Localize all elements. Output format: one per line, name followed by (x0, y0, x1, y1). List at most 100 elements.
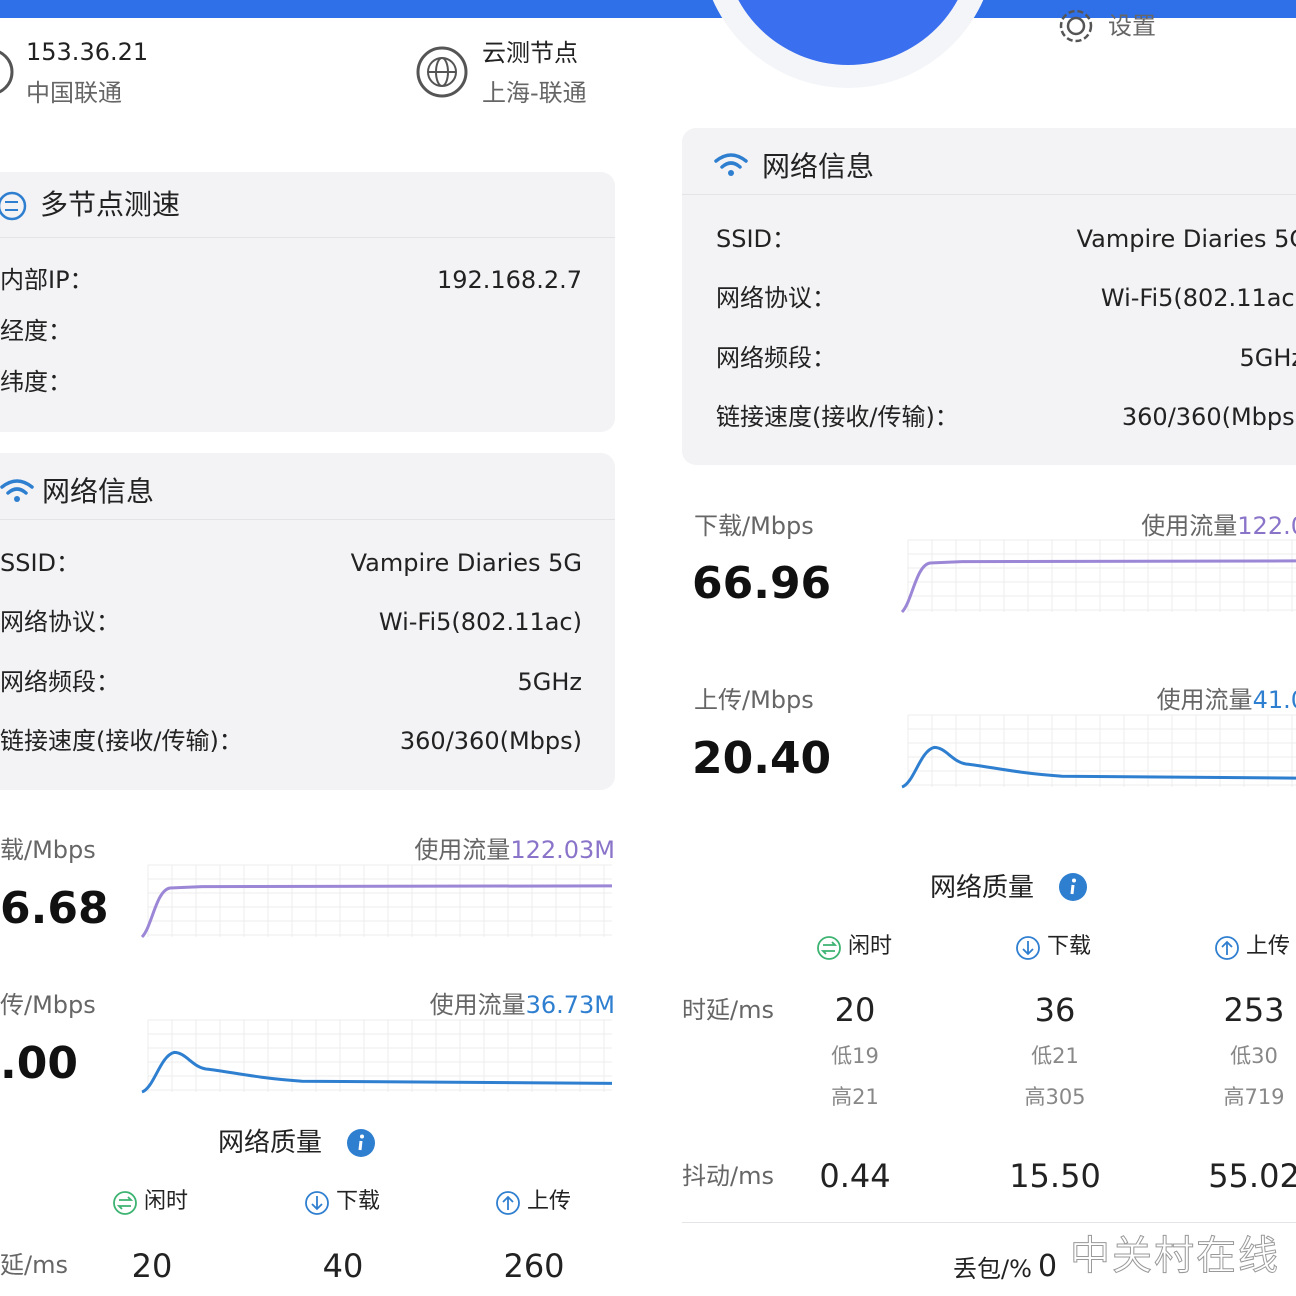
watermark: 中关村在线 (1070, 1233, 1280, 1279)
icon-arrows (116, 1196, 134, 1210)
latency-high: 高719 (1223, 1085, 1285, 1109)
row-value: 360/360(Mbps) (399, 727, 582, 755)
multi-node-card (0, 172, 615, 432)
location-icon (0, 50, 14, 94)
latency-low: 低30 (1230, 1044, 1278, 1068)
card-title: 网络信息 (42, 475, 155, 508)
jitter-value: 55.02 (1208, 1157, 1296, 1195)
upload-speed: .00 (0, 1038, 78, 1089)
icon-ring (1016, 936, 1040, 960)
wifi-icon (714, 153, 748, 176)
info-icon[interactable] (1058, 872, 1088, 902)
latency-value: 20 (834, 991, 876, 1029)
row-label: SSID： (0, 549, 81, 577)
row-label: SSID： (716, 225, 797, 253)
icon-ring (305, 1191, 329, 1215)
node-location: 上海-联通 (482, 79, 587, 107)
wifi-icon (0, 479, 34, 502)
column-title: 上传 (527, 1189, 572, 1214)
row-label: 网络协议： (716, 284, 836, 312)
quality-title: 网络质量 (930, 873, 1035, 903)
jitter-value: 0.44 (819, 1157, 891, 1195)
row-label: 网络协议： (0, 608, 120, 636)
usage-label: 使用流量 (414, 836, 511, 864)
upload-icon (496, 1191, 520, 1215)
icon-arrows (820, 941, 838, 955)
latency-value: 253 (1223, 991, 1285, 1029)
top-bar (0, 0, 648, 18)
graph-line (140, 884, 613, 939)
network-card (0, 453, 615, 790)
download-usage: 使用流量122.03M (414, 838, 615, 862)
usage-value: 41.0 (1252, 686, 1296, 714)
icon-ring (496, 1191, 520, 1215)
row-value: 5GHz (517, 668, 582, 696)
upload-graph (901, 714, 1296, 789)
jitter-label: 抖动/ms (682, 1162, 774, 1190)
latency-high: 高305 (1024, 1085, 1086, 1109)
latency-value: 36 (1034, 991, 1076, 1029)
download-label: 下载/Mbps (694, 512, 814, 540)
column-title: 下载 (336, 1189, 381, 1214)
quality-title: 网络质量 (218, 1128, 323, 1158)
card-title: 网络信息 (762, 150, 875, 183)
gear-icon[interactable] (1058, 8, 1094, 44)
download-speed: 66.96 (692, 558, 832, 609)
row-value: Vampire Diaries 5G (350, 549, 582, 577)
row-label: 网络频段： (0, 668, 120, 696)
row-label: 网络频段： (716, 344, 836, 372)
separator (682, 1222, 1296, 1223)
upload-usage: 使用流量41.0 (1157, 688, 1296, 712)
column-title: 下载 (1047, 934, 1092, 959)
card-title: 多节点测速 (40, 188, 181, 221)
row-label: 链接速度(接收/传输)： (716, 403, 959, 431)
latency-low: 低21 (1031, 1044, 1079, 1068)
settings[interactable]: 设置 (1108, 12, 1156, 40)
speed-dial (712, 0, 984, 88)
multi-node-icon (0, 191, 27, 221)
separator (0, 237, 615, 238)
info-icon[interactable] (346, 1128, 376, 1158)
row-value: Wi-Fi5(802.11ac) (378, 608, 582, 636)
upload-label: 传/Mbps (0, 991, 96, 1019)
usage-label: 使用流量 (429, 991, 526, 1019)
download-usage: 使用流量122.0 (1141, 514, 1296, 538)
column-title: 闲时 (848, 934, 893, 959)
graph-line (901, 745, 1296, 789)
usage-value: 122.0 (1237, 512, 1296, 540)
separator (682, 194, 1296, 195)
upload-icon (1215, 936, 1239, 960)
graph-line (141, 1050, 613, 1094)
usage-value: 36.73M (525, 991, 615, 1019)
icon-arrow (1022, 941, 1034, 956)
latency-label: 时延/ms (682, 996, 774, 1024)
upload-speed: 20.40 (692, 733, 832, 784)
row-value: 360/360(Mbps) (1121, 403, 1296, 431)
icon-arrow (1221, 940, 1233, 955)
download-speed: 6.68 (0, 883, 109, 934)
row-label: 纬度： (0, 368, 72, 396)
latency-value: 40 (322, 1247, 364, 1285)
idle-icon (817, 936, 841, 960)
isp: 中国联通 (26, 79, 122, 107)
latency-value: 260 (503, 1247, 565, 1285)
row-value: Wi-Fi5(802.11ac) (1100, 284, 1296, 312)
usage-value: 122.03M (510, 836, 615, 864)
left-screen: 153.36.21 中国联通 云测节点 上海-联通 多节点测速 内部IP： 19… (0, 0, 648, 1285)
right-screen: 设置 网络信息 SSID： Vampire Diaries 5G 网络协议： W… (648, 0, 1296, 1296)
node-title: 云测节点 (482, 39, 578, 67)
globe-icon (416, 46, 468, 98)
upload-label: 上传/Mbps (694, 686, 814, 714)
latency-low: 低19 (831, 1044, 879, 1068)
graph-line (900, 559, 1296, 614)
row-value: 5GHz (1239, 344, 1296, 372)
jitter-value: 15.50 (1009, 1157, 1101, 1195)
network-card (682, 128, 1296, 465)
row-value: Vampire Diaries 5G (1076, 225, 1296, 253)
idle-icon (113, 1191, 137, 1215)
usage-label: 使用流量 (1141, 512, 1238, 540)
column-title: 闲时 (144, 1189, 189, 1214)
usage-label: 使用流量 (1156, 686, 1253, 714)
icon-arrow (502, 1195, 514, 1210)
